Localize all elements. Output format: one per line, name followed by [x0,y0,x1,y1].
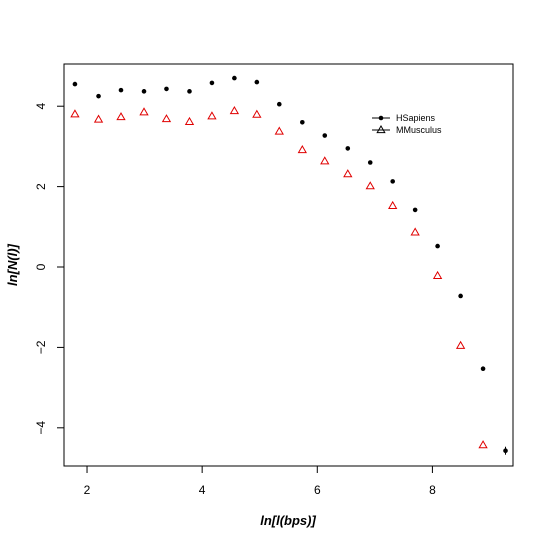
legend: HSapiens MMusculus [372,113,442,135]
data-point [410,227,420,236]
data-point [70,109,80,118]
x-tick-label: 6 [314,483,321,497]
y-axis: −4 −2 0 2 4 [34,103,64,435]
plot-frame [63,63,514,467]
y-tick-label: 0 [34,263,48,270]
data-point [432,270,443,279]
data-point [274,126,284,135]
x-tick-label: 2 [84,483,91,497]
y-tick-label: −4 [34,421,48,435]
data-point [229,106,240,115]
data-point [388,200,398,210]
data-point [480,366,486,372]
data-point [365,181,375,190]
data-point [118,87,124,93]
data-point [139,107,149,116]
legend-item-hsapiens: HSapiens [372,113,436,123]
data-point [478,440,488,449]
data-point [141,89,147,94]
data-point [232,75,237,81]
data-point [367,160,373,165]
data-point [435,243,440,249]
data-point [252,109,262,118]
data-point [343,169,353,178]
series-hsapiens [72,75,508,455]
data-point [184,116,195,125]
y-tick-label: 2 [34,183,48,190]
legend-label: HSapiens [396,113,436,123]
x-axis: 2 4 6 8 [84,466,436,497]
data-point [96,93,101,99]
data-point [320,156,330,165]
data-point [345,146,351,151]
data-point [322,133,328,138]
data-point [161,114,172,123]
data-point [300,119,305,125]
data-point [276,101,282,107]
data-point [297,145,307,154]
data-point [93,114,104,123]
data-point [207,111,217,120]
data-point [412,207,418,213]
legend-marker [378,115,384,121]
data-point [116,112,126,121]
data-point [254,79,260,85]
legend-marker [376,124,386,134]
data-point [455,340,466,349]
data-point [458,293,463,299]
data-point [209,80,215,86]
data-point [187,89,192,94]
y-tick-label: 4 [34,103,48,110]
x-tick-label: 4 [199,483,206,497]
x-axis-title: ln[l(bps)] [260,513,316,528]
data-point [390,179,395,184]
y-tick-label: −2 [34,340,48,354]
data-points [70,75,508,455]
data-point [72,81,78,87]
series-mmusculus [70,106,488,449]
y-axis-title: ln[N(l)] [5,243,20,286]
data-point [164,86,169,92]
x-tick-label: 8 [429,483,436,497]
legend-item-mmusculus: MMusculus [372,124,442,135]
legend-label: MMusculus [396,125,442,135]
